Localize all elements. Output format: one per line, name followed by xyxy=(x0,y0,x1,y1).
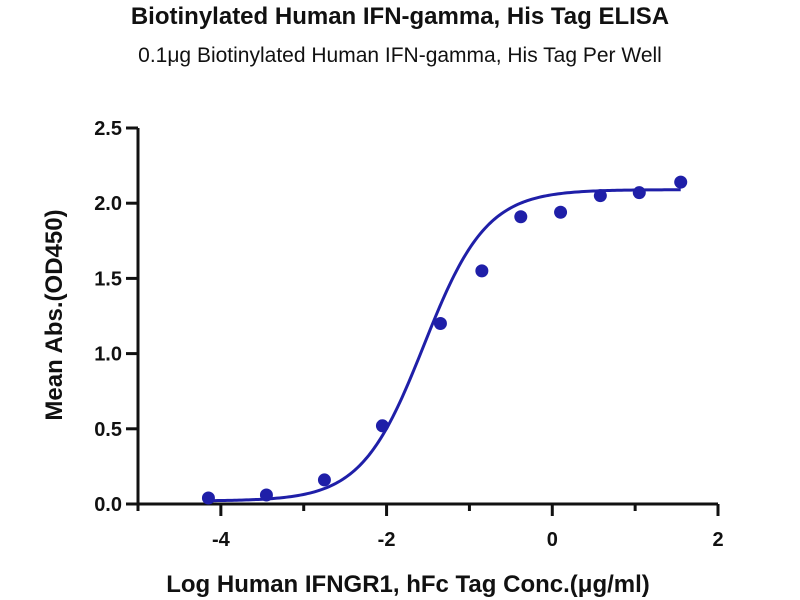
data-point xyxy=(674,175,688,189)
x-tick-label: -4 xyxy=(212,529,231,551)
data-point xyxy=(554,205,568,219)
y-tick-label: 0.5 xyxy=(94,419,122,441)
data-point xyxy=(593,189,607,203)
data-point xyxy=(514,210,528,224)
x-tick-label: 2 xyxy=(712,529,723,551)
data-point xyxy=(375,419,389,433)
y-tick-label: 2.0 xyxy=(94,193,122,215)
fit-curve-line xyxy=(208,188,681,503)
x-tick-label: -2 xyxy=(378,529,396,551)
data-point xyxy=(317,473,331,487)
y-tick-label: 1.0 xyxy=(94,344,122,366)
data-point xyxy=(259,488,273,502)
data-point xyxy=(475,264,489,278)
chart-title: Biotinylated Human IFN-gamma, His Tag EL… xyxy=(131,3,669,30)
data-point xyxy=(433,317,447,331)
data-points xyxy=(201,175,688,505)
fit-curve xyxy=(208,188,681,503)
data-point xyxy=(201,491,215,505)
y-tick-label: 0.0 xyxy=(94,494,122,516)
axes: 0.0 0.5 1.0 1.5 2.0 2.5 -4 -2 0 2 xyxy=(94,118,723,551)
y-axis-title: Mean Abs.(OD450) xyxy=(41,209,68,420)
y-tick-label: 2.5 xyxy=(94,118,122,140)
chart-subtitle: 0.1μg Biotinylated Human IFN-gamma, His … xyxy=(138,44,662,67)
x-axis-title: Log Human IFNGR1, hFc Tag Conc.(μg/ml) xyxy=(166,571,650,598)
x-tick-label: 0 xyxy=(547,529,558,551)
data-point xyxy=(632,186,646,200)
y-tick-label: 1.5 xyxy=(94,268,122,290)
